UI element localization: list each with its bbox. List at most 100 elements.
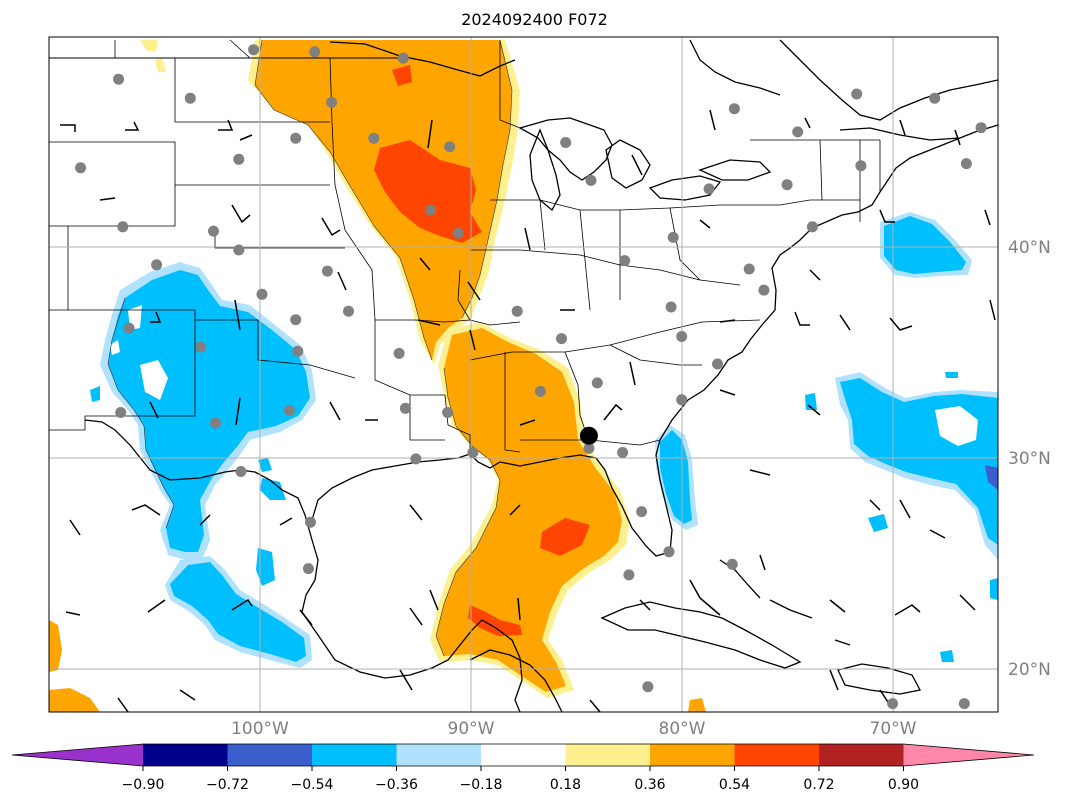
- station-dot: [619, 255, 631, 267]
- colorbar-tick-label: −0.72: [206, 777, 249, 793]
- colorbar-tick-labels: −0.90 −0.72 −0.54 −0.36 −0.18 0.18 0.36 0.54 0.7…: [122, 766, 919, 793]
- station-dot: [975, 122, 987, 134]
- colorbar-tick-label: 0.90: [888, 777, 919, 793]
- colorbar-segment: [650, 744, 735, 766]
- station-dot: [929, 92, 941, 104]
- station-dot: [115, 407, 127, 418]
- station-dot: [290, 132, 302, 144]
- station-dot: [393, 347, 405, 359]
- station-dot: [410, 453, 422, 465]
- station-dot: [195, 341, 207, 353]
- station-dot: [425, 204, 437, 216]
- station-dot: [210, 417, 222, 429]
- lat-label-40n: 40°N: [1008, 238, 1051, 258]
- station-dot: [636, 506, 648, 518]
- station-dot: [887, 698, 899, 710]
- lon-label-80w: 80°W: [659, 719, 706, 739]
- lon-label-100w: 100°W: [231, 719, 289, 739]
- colorbar-segment: [227, 744, 313, 766]
- colorbar-segment: [143, 744, 228, 766]
- station-dot: [676, 331, 688, 342]
- station-dot: [290, 314, 302, 326]
- station-dot: [326, 96, 338, 108]
- station-dot: [855, 160, 867, 172]
- lat-label-30n: 30°N: [1008, 449, 1051, 469]
- station-dot: [397, 52, 409, 64]
- lon-label-70w: 70°W: [870, 719, 917, 739]
- station-dot: [235, 466, 247, 477]
- station-dot: [233, 153, 245, 165]
- station-dot: [511, 305, 523, 317]
- wind-barbs: [60, 109, 996, 712]
- contour-lines: [107, 39, 513, 657]
- station-dot: [442, 407, 454, 418]
- station-dot: [728, 103, 740, 115]
- station-dot: [208, 225, 219, 237]
- station-dot: [623, 569, 635, 581]
- colorbar-segment: [734, 744, 820, 766]
- station-dot: [663, 546, 675, 558]
- station-dot: [642, 681, 654, 693]
- station-dot: [792, 126, 804, 138]
- station-dot: [617, 447, 629, 458]
- station-dot: [958, 698, 970, 710]
- station-dot: [583, 442, 595, 454]
- station-dot: [758, 284, 770, 296]
- station-dot: [117, 221, 129, 233]
- station-dot: [851, 88, 863, 100]
- colorbar-segment: [396, 744, 482, 766]
- station-dot: [452, 227, 464, 239]
- colorbar-tick-label: 0.18: [550, 777, 581, 793]
- station-dot: [726, 558, 738, 570]
- colorbar-segment: [819, 744, 904, 766]
- station-dot: [305, 516, 316, 528]
- colorbar-segment: [565, 744, 651, 766]
- station-dot: [113, 73, 125, 85]
- station-dot: [676, 394, 688, 406]
- colorbar-segment: [481, 744, 566, 766]
- station-dot: [256, 288, 268, 300]
- station-dot: [781, 179, 793, 191]
- station-dot: [743, 263, 755, 275]
- station-dot: [806, 221, 818, 233]
- colorbar-tick-label: −0.36: [375, 777, 418, 793]
- colorbar-tick-label: 0.72: [803, 777, 834, 793]
- station-dot: [248, 44, 260, 56]
- station-dot: [75, 162, 87, 174]
- colorbar-extend-min: [12, 744, 143, 766]
- station-dot: [534, 385, 546, 397]
- state-borders: [49, 39, 881, 456]
- station-dot: [667, 231, 679, 243]
- station-dot: [467, 447, 479, 458]
- station-dot: [444, 141, 456, 153]
- lat-label-20n: 20°N: [1008, 660, 1051, 680]
- colorbar-segment: [312, 744, 397, 766]
- colorbar-tick-label: 0.36: [634, 777, 665, 793]
- station-dot: [123, 322, 135, 334]
- lon-label-90w: 90°W: [448, 719, 495, 739]
- highlight-station-marker: [579, 426, 598, 445]
- station-dot: [343, 305, 354, 317]
- graticule: [49, 37, 998, 712]
- colorbar-tick-label: 0.54: [719, 777, 750, 793]
- map-title: 2024092400 F072: [461, 10, 608, 29]
- station-dot: [960, 158, 972, 170]
- station-dot: [184, 92, 196, 104]
- colorbar-tick-label: −0.54: [291, 777, 334, 793]
- colorbar-tick-label: −0.90: [122, 777, 165, 793]
- station-dot: [302, 563, 314, 575]
- station-dot: [309, 46, 321, 58]
- station-dot: [283, 404, 295, 416]
- station-dot: [233, 244, 245, 256]
- station-dot: [703, 183, 715, 195]
- colorbar-extend-max: [903, 744, 1034, 766]
- station-dot: [712, 358, 723, 370]
- map-frame: [48, 36, 999, 713]
- colorbar-tick-label: −0.18: [460, 777, 503, 793]
- station-dot: [560, 137, 572, 148]
- station-dot: [151, 259, 163, 271]
- station-dot: [368, 132, 380, 144]
- station-dot: [292, 345, 304, 357]
- station-dot: [556, 333, 567, 345]
- station-dot: [399, 402, 411, 414]
